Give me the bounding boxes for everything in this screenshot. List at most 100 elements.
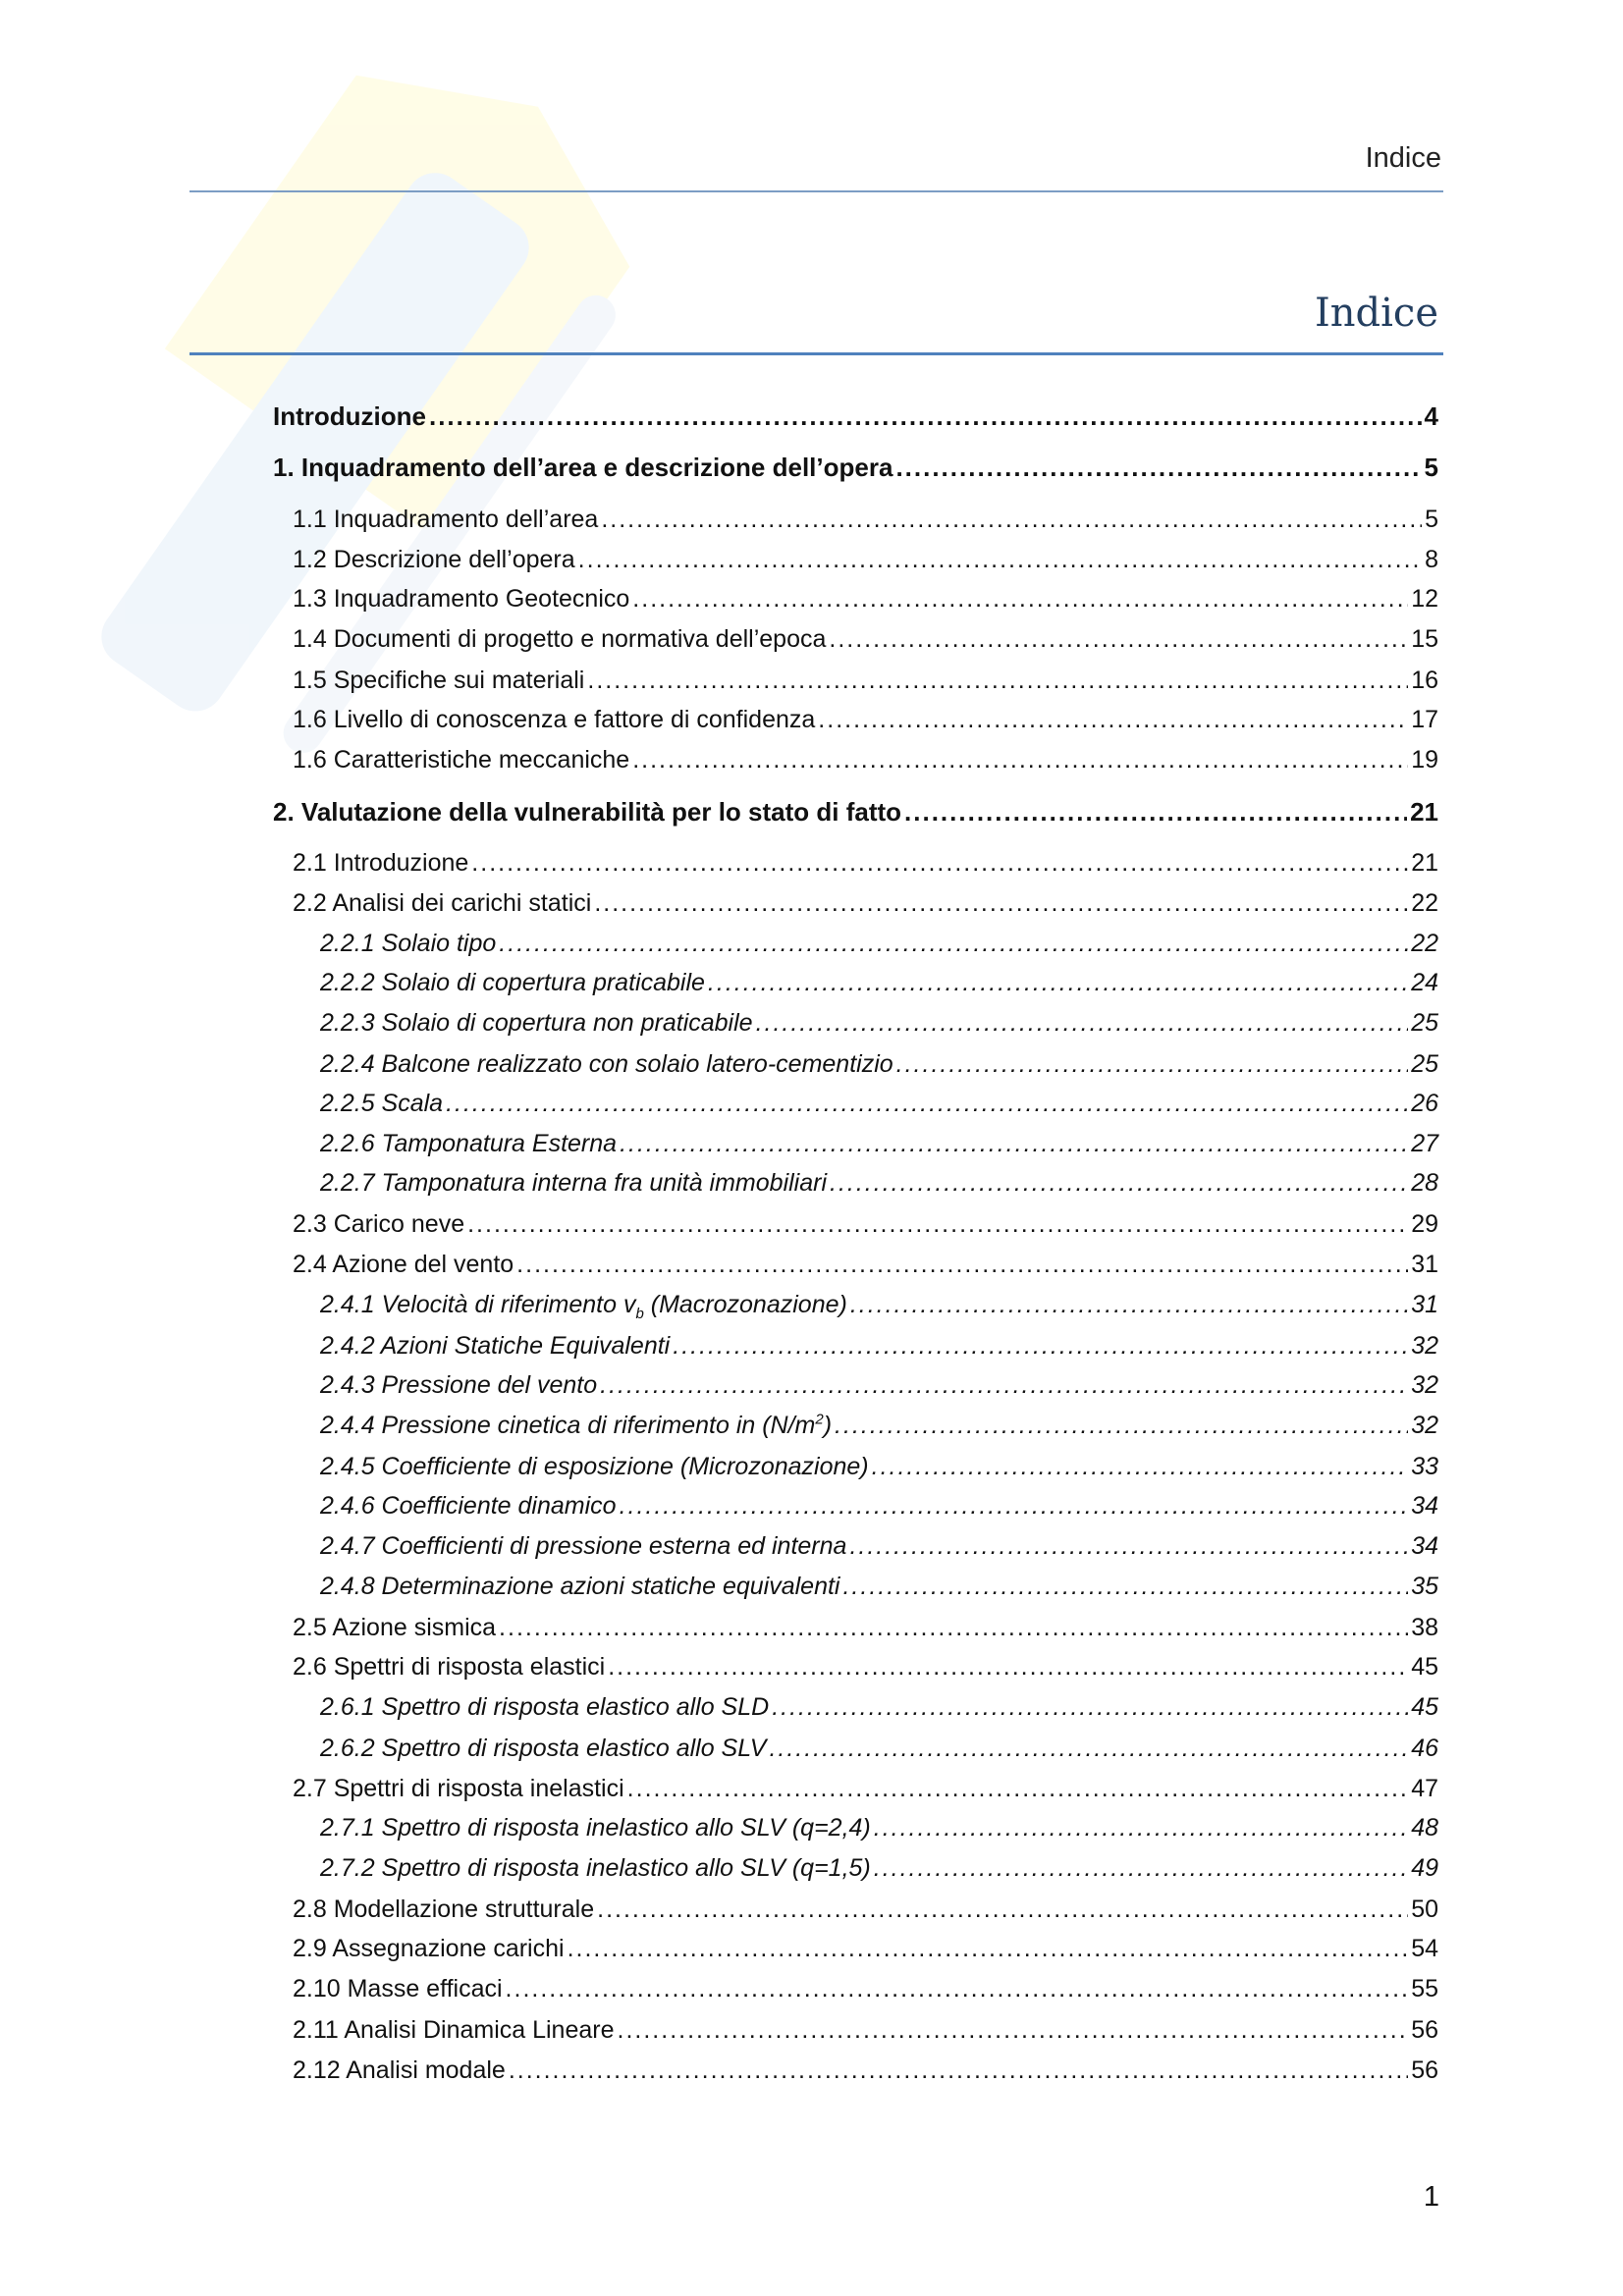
toc-label-text: 2.10 Masse efficaci [293, 1975, 503, 2002]
toc-entry-label: 2.2 Analisi dei carichi statici [293, 886, 591, 920]
title-rule [189, 352, 1443, 355]
toc-entry[interactable]: 2.4.8 Determinazione azioni statiche equ… [320, 1570, 1438, 1603]
toc-entry[interactable]: 2.4 Azione del vento 31 [293, 1248, 1438, 1281]
toc-entry[interactable]: 2.2.2 Solaio di copertura praticabile 24 [320, 966, 1438, 999]
toc-entry-label: 2.3 Carico neve [293, 1207, 464, 1241]
toc-label-text: 2.4.3 Pressione del vento [320, 1371, 598, 1399]
running-header: Indice [1365, 142, 1441, 174]
toc-entry[interactable]: 2.2.3 Solaio di copertura non praticabil… [320, 1006, 1438, 1040]
toc-entry[interactable]: 2.5 Azione sismica 38 [293, 1611, 1438, 1644]
toc-page-number: 28 [1411, 1169, 1438, 1197]
toc-label-text: 2.2.7 Tamponatura interna fra unità immo… [320, 1169, 828, 1197]
toc-entry-label: 2.11 Analisi Dinamica Lineare [293, 2013, 615, 2047]
toc-entry[interactable]: 1.3 Inquadramento Geotecnico 12 [293, 582, 1438, 615]
toc-entry[interactable]: 2.4.6 Coefficiente dinamico 34 [320, 1489, 1438, 1522]
toc-entry[interactable]: 2.8 Modellazione strutturale 50 [293, 1893, 1438, 1926]
dot-leader [467, 1207, 1408, 1241]
toc-entry[interactable]: 1.2 Descrizione dell’opera 8 [293, 543, 1438, 576]
toc-label-text: 2.4.5 Coefficiente di esposizione (Micro… [320, 1453, 869, 1480]
toc-entry[interactable]: 2.4.7 Coefficienti di pressione esterna … [320, 1529, 1438, 1563]
toc-entry-label: 2.7.2 Spettro di risposta inelastico all… [320, 1851, 871, 1885]
toc-entry[interactable]: 2. Valutazione della vulnerabilità per l… [273, 795, 1438, 828]
toc-entry[interactable]: 1.5 Specifiche sui materiali 16 [293, 664, 1438, 697]
toc-entry-label: 1.2 Descrizione dell’opera [293, 543, 575, 576]
toc-label-text: 2.6.1 Spettro di risposta elastico allo … [320, 1693, 770, 1721]
toc-label-text: 2.4.2 Azioni Statiche Equivalenti [320, 1332, 671, 1360]
toc-entry[interactable]: 2.7.1 Spettro di risposta inelastico all… [320, 1811, 1438, 1844]
toc-entry-label: 2.7 Spettri di risposta inelastici [293, 1772, 624, 1805]
toc-entry[interactable]: 2.4.1 Velocità di riferimento vb (Macroz… [320, 1288, 1438, 1321]
toc-label-text: 1.2 Descrizione dell’opera [293, 546, 575, 573]
toc-label-text: 2.2.1 Solaio tipo [320, 930, 497, 957]
toc-page-number: 32 [1411, 1371, 1438, 1399]
toc-page-number: 33 [1411, 1453, 1438, 1480]
toc-page-number: 25 [1411, 1009, 1438, 1037]
toc-page-number: 21 [1410, 797, 1438, 827]
toc-entry[interactable]: 2.7 Spettri di risposta inelastici 47 [293, 1772, 1438, 1805]
toc-page-number: 34 [1411, 1492, 1438, 1520]
toc-entry[interactable]: 2.7.2 Spettro di risposta inelastico all… [320, 1851, 1438, 1885]
page-title: Indice [1314, 291, 1438, 336]
toc-page-number: 12 [1411, 585, 1438, 613]
dot-leader [772, 1690, 1408, 1724]
toc-page-number: 22 [1411, 930, 1438, 957]
dot-leader [756, 1006, 1409, 1040]
toc-entry[interactable]: 2.6 Spettri di risposta elastici 45 [293, 1650, 1438, 1683]
toc-page-number: 21 [1411, 849, 1438, 877]
toc-entry[interactable]: 2.1 Introduzione 21 [293, 846, 1438, 880]
toc-label-text: 2.7 Spettri di risposta inelastici [293, 1775, 624, 1802]
dot-leader [835, 1409, 1408, 1442]
toc-entry-label: 1.5 Specifiche sui materiali [293, 664, 584, 697]
dot-leader [708, 966, 1408, 999]
toc-entry[interactable]: 2.2.1 Solaio tipo 22 [320, 927, 1438, 960]
toc-label-text: 2.2.3 Solaio di copertura non praticabil… [320, 1009, 753, 1037]
toc-entry[interactable]: 2.4.5 Coefficiente di esposizione (Micro… [320, 1450, 1438, 1483]
toc-entry[interactable]: 2.2.7 Tamponatura interna fra unità immo… [320, 1166, 1438, 1200]
toc-entry-label: 2.6.1 Spettro di risposta elastico allo … [320, 1690, 769, 1724]
dot-leader [429, 400, 1422, 433]
dot-leader [620, 1489, 1409, 1522]
toc-entry[interactable]: 2.3 Carico neve 29 [293, 1207, 1438, 1241]
toc-entry-label: 2.5 Azione sismica [293, 1611, 496, 1644]
toc-entry[interactable]: 2.4.3 Pressione del vento 32 [320, 1368, 1438, 1402]
toc-entry-label: 2.2.1 Solaio tipo [320, 927, 496, 960]
toc-entry[interactable]: 1.1 Inquadramento dell’area 5 [293, 503, 1438, 536]
toc-entry[interactable]: 1. Inquadramento dell’area e descrizione… [273, 451, 1438, 484]
toc-entry[interactable]: 2.9 Assegnazione carichi 54 [293, 1932, 1438, 1965]
toc-entry[interactable]: 2.2.5 Scala 26 [320, 1087, 1438, 1120]
dot-leader [600, 1368, 1408, 1402]
dot-leader [568, 1932, 1409, 1965]
toc-entry[interactable]: 2.10 Masse efficaci 55 [293, 1972, 1438, 2005]
toc-entry[interactable]: 1.6 Caratteristiche meccaniche 19 [293, 743, 1438, 776]
dot-leader [578, 543, 1422, 576]
toc-entry[interactable]: 2.12 Analisi modale 56 [293, 2054, 1438, 2087]
toc-entry[interactable]: 1.6 Livello di conoscenza e fattore di c… [293, 703, 1438, 736]
toc-entry[interactable]: 2.6.2 Spettro di risposta elastico allo … [320, 1732, 1438, 1765]
toc-page-number: 29 [1411, 1210, 1438, 1238]
dot-leader [587, 664, 1408, 697]
toc-entry[interactable]: 2.2 Analisi dei carichi statici 22 [293, 886, 1438, 920]
toc-entry-label: 2.2.4 Balcone realizzato con solaio late… [320, 1047, 893, 1081]
toc-entry-label: 2.8 Modellazione strutturale [293, 1893, 594, 1926]
dot-leader [597, 1893, 1408, 1926]
toc-page-number: 26 [1411, 1090, 1438, 1117]
toc-entry-label: 2.2.7 Tamponatura interna fra unità immo… [320, 1166, 827, 1200]
toc-entry[interactable]: 2.6.1 Spettro di risposta elastico allo … [320, 1690, 1438, 1724]
toc-page-number: 45 [1411, 1693, 1438, 1721]
toc-page-number: 15 [1411, 625, 1438, 653]
dot-leader [830, 1166, 1408, 1200]
dot-leader [601, 503, 1422, 536]
toc-label-text: 2.4 Azione del vento [293, 1251, 514, 1278]
toc-entry-label: 2.4.4 Pressione cinetica di riferimento … [320, 1409, 832, 1442]
toc-entry[interactable]: 2.11 Analisi Dinamica Lineare 56 [293, 2013, 1438, 2047]
toc-entry[interactable]: 2.2.6 Tamponatura Esterna 27 [320, 1127, 1438, 1160]
toc-entry[interactable]: 2.4.2 Azioni Statiche Equivalenti 32 [320, 1329, 1438, 1362]
toc-page-number: 19 [1411, 746, 1438, 774]
toc-entry[interactable]: Introduzione 4 [273, 400, 1438, 433]
toc-entry[interactable]: 1.4 Documenti di progetto e normativa de… [293, 622, 1438, 656]
dot-leader [632, 743, 1408, 776]
toc-entry[interactable]: 2.2.4 Balcone realizzato con solaio late… [320, 1047, 1438, 1081]
toc-label-text: 2.4.4 Pressione cinetica di riferimento … [320, 1412, 816, 1439]
dot-leader [594, 886, 1408, 920]
toc-entry[interactable]: 2.4.4 Pressione cinetica di riferimento … [320, 1409, 1438, 1442]
